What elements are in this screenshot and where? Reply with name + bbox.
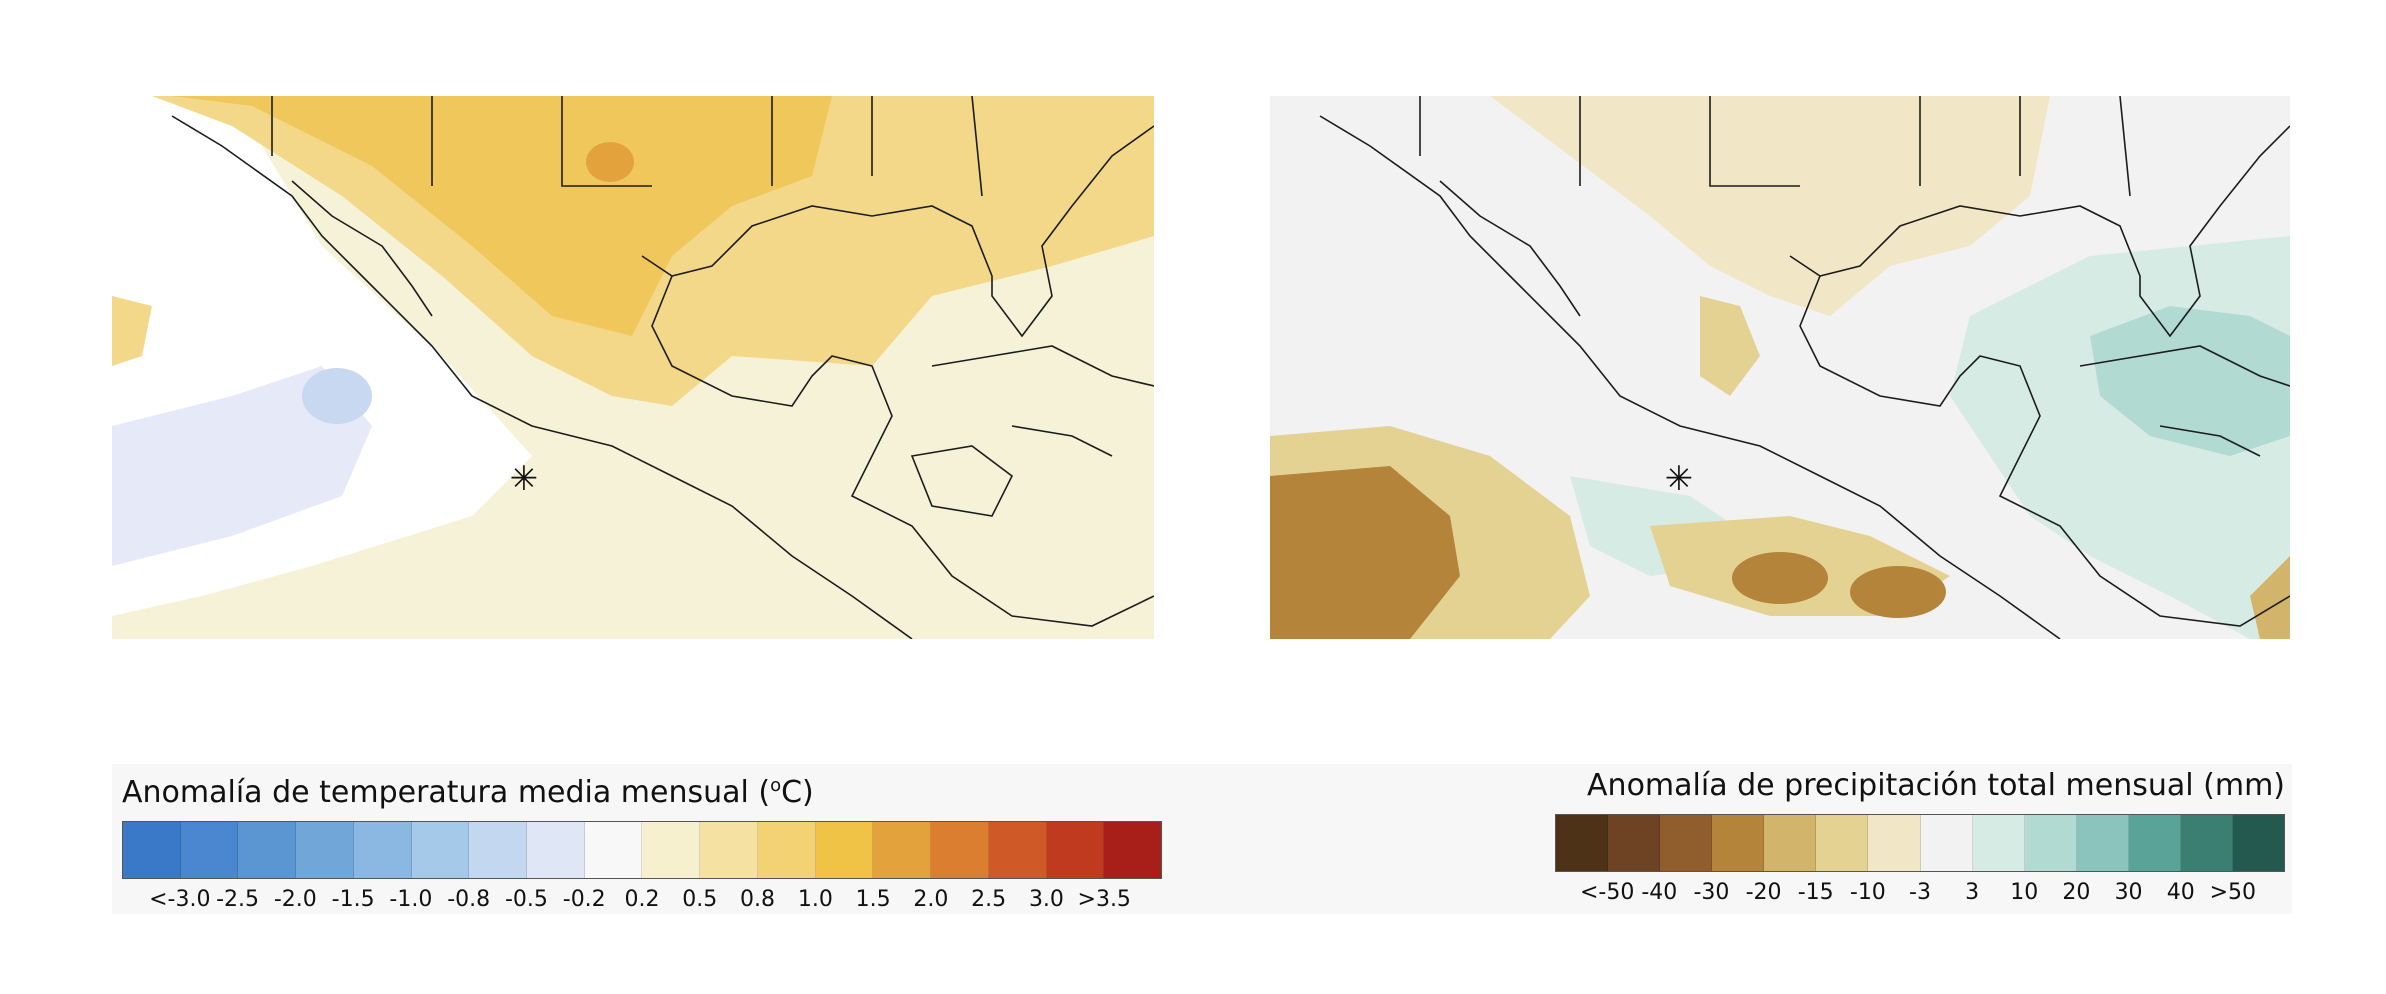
precipitation-legend-title: Anomalía de precipitación total mensual … — [1587, 768, 2285, 803]
precipitation-swatch — [1608, 815, 1661, 871]
precipitation-map-canvas: ✳ — [1270, 96, 2290, 639]
precipitation-swatch — [2024, 815, 2077, 871]
precipitation-swatch — [2233, 815, 2285, 871]
temperature-tick-label: -1.0 — [389, 887, 433, 912]
city-marker-icon: ✳ — [1665, 459, 1694, 499]
dry-core-b — [1850, 566, 1946, 618]
temperature-swatch — [1104, 822, 1161, 878]
dry-spot — [1700, 296, 1760, 396]
temperature-tick-label: 1.5 — [855, 887, 891, 912]
temperature-map-canvas: ✳ — [112, 96, 1154, 639]
precipitation-anomaly-map: ✳ — [1270, 96, 2290, 639]
temperature-tick-labels: <-3.0 -2.5 -2.0 -1.5 -1.0 -0.8 -0.5 -0.2 0.2 0.5 0… — [122, 887, 1162, 927]
temperature-swatch — [1046, 822, 1105, 878]
temperature-tick-label: 2.0 — [913, 887, 949, 912]
temperature-tick-label: 0.8 — [740, 887, 776, 912]
temperature-tick-label: 0.2 — [624, 887, 660, 912]
precipitation-tick-label: 3 — [1965, 880, 1980, 905]
precipitation-tick-label: 20 — [2062, 880, 2091, 905]
precipitation-tick-label: -30 — [1693, 880, 1730, 905]
temperature-legend-title: Anomalía de temperatura media mensual (o… — [122, 764, 1162, 815]
temperature-swatch — [123, 822, 181, 878]
precipitation-tick-label: >50 — [2209, 880, 2257, 905]
precipitation-swatch — [1920, 815, 1973, 871]
temperature-tick-label: >3.5 — [1077, 887, 1131, 912]
temperature-legend-title-unit: C) — [781, 775, 814, 810]
precipitation-tick-labels: <-50 -40 -30 -20 -15 -10 -3 3 10 20 30 40 >50 — [1555, 880, 2285, 920]
city-marker-icon: ✳ — [510, 459, 539, 499]
temperature-color-bar — [122, 821, 1162, 879]
temperature-tick-label: -2.5 — [216, 887, 260, 912]
dry-core-a — [1732, 552, 1828, 604]
coastlines — [171, 96, 1154, 639]
precipitation-swatch — [1712, 815, 1765, 871]
hot-spot — [586, 142, 634, 182]
precipitation-legend: Anomalía de precipitación total mensual … — [1555, 764, 2285, 920]
precipitation-swatch — [1764, 815, 1817, 871]
temperature-swatch — [700, 822, 758, 878]
precipitation-swatch — [2180, 815, 2234, 871]
warm-edge — [112, 296, 152, 366]
precipitation-tick-label: -20 — [1745, 880, 1782, 905]
precipitation-tick-label: 40 — [2166, 880, 2195, 905]
temperature-tick-label: -0.8 — [447, 887, 491, 912]
precipitation-tick-label: 10 — [2010, 880, 2039, 905]
temperature-swatch — [238, 822, 297, 878]
temperature-legend-title-text: Anomalía de temperatura media mensual ( — [122, 775, 771, 810]
precipitation-swatch — [1556, 815, 1609, 871]
temperature-tick-label: 2.5 — [971, 887, 1007, 912]
temperature-swatch — [988, 822, 1047, 878]
pacific-cool-zone — [112, 366, 372, 566]
precipitation-tick-label: 30 — [2114, 880, 2143, 905]
temperature-swatch — [527, 822, 585, 878]
precipitation-swatch — [1972, 815, 2025, 871]
temperature-tick-label: -2.0 — [273, 887, 317, 912]
temperature-swatch — [411, 822, 470, 878]
precipitation-tick-label: -15 — [1797, 880, 1834, 905]
temperature-swatch — [180, 822, 239, 878]
temperature-tick-label: -0.5 — [504, 887, 548, 912]
dry-land-zone — [1490, 96, 2050, 316]
precipitation-swatch — [2076, 815, 2129, 871]
precipitation-tick-label: -3 — [1909, 880, 1931, 905]
temperature-swatch — [757, 822, 816, 878]
precipitation-swatch — [1868, 815, 1921, 871]
temperature-swatch — [931, 822, 989, 878]
very-dry-pacific-zone — [1270, 466, 1460, 639]
coastlines — [1319, 96, 2290, 639]
precipitation-swatch — [1660, 815, 1713, 871]
temperature-swatch — [815, 822, 874, 878]
temperature-tick-label: -1.5 — [331, 887, 375, 912]
temperature-tick-label: 3.0 — [1028, 887, 1064, 912]
degree-superscript: o — [770, 775, 782, 796]
precipitation-swatch — [1816, 815, 1869, 871]
temperature-tick-label: 0.5 — [682, 887, 718, 912]
hot-land-zone — [172, 96, 832, 336]
temperature-swatch — [873, 822, 932, 878]
precipitation-swatch — [2128, 815, 2181, 871]
precipitation-color-bar — [1555, 814, 2285, 872]
precipitation-tick-label: -10 — [1849, 880, 1886, 905]
temperature-swatch — [642, 822, 701, 878]
temperature-anomaly-map: ✳ — [112, 96, 1154, 639]
temperature-tick-label: 1.0 — [797, 887, 833, 912]
precipitation-tick-label: <-50 — [1579, 880, 1635, 905]
very-wet-zone — [2090, 306, 2290, 456]
temperature-swatch — [296, 822, 354, 878]
precipitation-tick-label: -40 — [1641, 880, 1678, 905]
dry-edge — [2250, 556, 2290, 639]
temperature-swatch — [353, 822, 412, 878]
temperature-tick-label: -0.2 — [562, 887, 606, 912]
temperature-legend: Anomalía de temperatura media mensual (o… — [122, 764, 1162, 927]
pacific-cool-core — [302, 368, 372, 424]
temperature-swatch — [469, 822, 528, 878]
temperature-tick-label: <-3.0 — [149, 887, 211, 912]
temperature-swatch — [584, 822, 643, 878]
